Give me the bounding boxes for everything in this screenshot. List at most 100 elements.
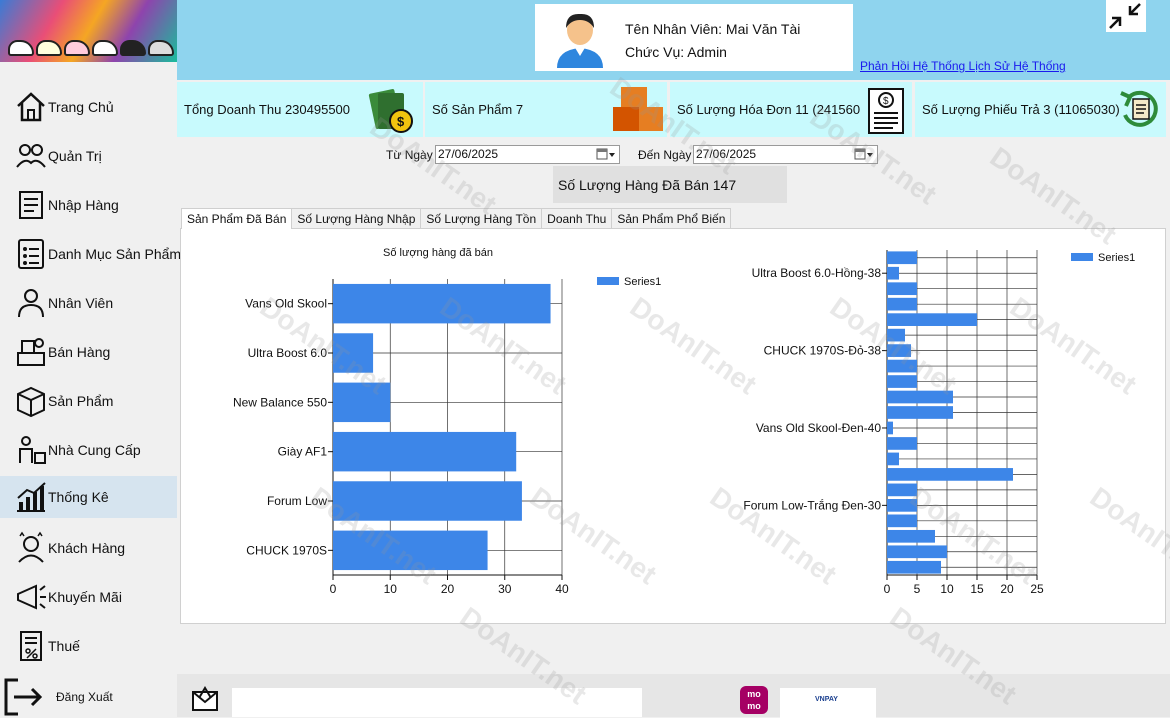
avatar	[553, 8, 607, 68]
sidebar-item-1[interactable]: Trang Chủ	[0, 86, 177, 128]
sidebar-item-3[interactable]: Nhập Hàng	[0, 184, 177, 226]
sidebar-item-9[interactable]: Thống Kê	[0, 476, 177, 518]
bar	[887, 297, 917, 311]
tab-3[interactable]: Số Lượng Hàng Tồn	[420, 208, 543, 228]
sidebar-item-12[interactable]: Thuế	[0, 625, 177, 667]
bar	[887, 421, 893, 435]
bar	[887, 514, 917, 528]
calendar-icon	[596, 148, 616, 161]
sidebar-item-label: Khách Hàng	[48, 540, 126, 556]
legend-label: Series1	[1098, 252, 1135, 264]
to-date-picker[interactable]: 27/06/2025	[693, 145, 878, 164]
bar	[887, 529, 935, 543]
logout-icon	[0, 678, 48, 716]
bar	[887, 359, 917, 373]
bar	[887, 437, 917, 450]
bar	[333, 283, 551, 324]
stat-products-text: Số Sản Phẩm 7	[432, 102, 524, 117]
legend-swatch	[597, 277, 619, 285]
bar	[887, 499, 917, 512]
message-input[interactable]	[232, 688, 642, 717]
supplier-icon	[14, 433, 48, 467]
bar	[887, 468, 1013, 481]
sidebar-item-7[interactable]: Sản Phẩm	[0, 380, 177, 422]
tick-label: 5	[914, 582, 921, 596]
header: Tên Nhân Viên: Mai Văn Tài Chức Vụ: Admi…	[177, 0, 1170, 80]
bar	[887, 344, 911, 357]
sidebar-item-6[interactable]: Bán Hàng	[0, 331, 177, 373]
bar	[887, 545, 947, 559]
category-label: Giày AF1	[278, 445, 328, 459]
bar	[333, 481, 522, 521]
import-icon	[14, 188, 48, 222]
sidebar-item-11[interactable]: Khuyến Mãi	[0, 576, 177, 618]
from-date-value: 27/06/2025	[438, 147, 499, 161]
legend-label: Series1	[624, 276, 661, 288]
stat-products: Số Sản Phẩm 7	[425, 82, 667, 137]
tab-1[interactable]: Sản Phẩm Đã Bán	[181, 208, 293, 229]
category-label: Forum Low-Trắng Đen-30	[743, 497, 881, 512]
tab-2[interactable]: Số Lượng Hàng Nhập	[291, 208, 422, 228]
sidebar-item-10[interactable]: Khách Hàng	[0, 527, 177, 569]
sidebar-item-label: Nhập Hàng	[48, 197, 119, 213]
bar	[887, 483, 917, 497]
bar	[333, 382, 391, 423]
employee-name: Tên Nhân Viên: Mai Văn Tài	[625, 21, 801, 37]
sold-variants-chart: Ultra Boost 6.0-Hồng-38 CHUCK 1970S-Đỏ-38…	[743, 250, 1135, 596]
bar	[887, 390, 953, 404]
people-gear-icon	[14, 139, 48, 173]
logout-label: Đăng Xuất	[56, 690, 113, 704]
category-label: CHUCK 1970S	[246, 543, 327, 557]
tick-label: 30	[498, 582, 512, 596]
feedback-link[interactable]: Phản Hồi Hệ Thống	[860, 59, 966, 73]
stat-returns: Số Lượng Phiếu Trả 3 (11065030)	[915, 82, 1166, 137]
chart-title: Số lượng hàng đã bán	[383, 247, 493, 259]
tax-icon	[14, 629, 48, 663]
history-link[interactable]: Lịch Sử Hệ Thống	[968, 59, 1066, 73]
tick-label: 10	[940, 582, 954, 596]
category-label: Forum Low	[267, 494, 327, 508]
money-icon: $	[368, 89, 413, 133]
tab-4[interactable]: Doanh Thu	[541, 208, 613, 228]
sidebar-item-8[interactable]: Nhà Cung Cấp	[0, 429, 177, 471]
return-icon	[1120, 90, 1158, 127]
bar	[887, 375, 917, 388]
bar	[887, 251, 917, 265]
sidebar-item-label: Bán Hàng	[48, 344, 111, 360]
sidebar-item-4[interactable]: Danh Mục Sản Phẩm	[0, 233, 181, 275]
tick-label: 20	[1000, 582, 1014, 596]
tick-label: 15	[970, 582, 984, 596]
momo-logo[interactable]: mo mo	[740, 686, 768, 714]
sold-total-label: Số Lượng Hàng Đã Bán 147	[553, 166, 787, 203]
collapse-button[interactable]	[1106, 0, 1146, 32]
tick-label: 20	[441, 582, 455, 596]
sidebar-item-label: Sản Phẩm	[48, 393, 114, 409]
bar	[887, 282, 917, 296]
tick-label: 0	[884, 582, 891, 596]
svg-text:$: $	[397, 114, 405, 129]
logout-button[interactable]: Đăng Xuất	[0, 676, 177, 718]
stat-revenue: Tổng Doanh Thu 230495500 $	[177, 82, 423, 137]
sidebar-item-label: Trang Chủ	[48, 99, 114, 115]
from-date-picker[interactable]: 27/06/2025	[435, 145, 620, 164]
invoice-icon: $	[868, 88, 904, 134]
mail-icon[interactable]	[191, 686, 219, 715]
sidebar-item-5[interactable]: Nhân Viên	[0, 282, 177, 324]
tick-label: 10	[384, 582, 398, 596]
to-date-label: Đến Ngày	[638, 148, 692, 162]
stat-invoices-text: Số Lượng Hóa Đơn 11 (241560500)	[677, 102, 860, 117]
sidebar-item-label: Danh Mục Sản Phẩm	[48, 246, 182, 262]
tick-label: 25	[1030, 582, 1044, 596]
vnpay-logo[interactable]: VNPAY	[780, 688, 876, 718]
tab-strip: Sản Phẩm Đã Bán Số Lượng Hàng Nhập Số Lượn…	[181, 208, 732, 229]
sidebar-item-label: Quản Trị	[48, 148, 102, 164]
sidebar-item-2[interactable]: Quản Trị	[0, 135, 177, 177]
from-date-label: Từ Ngày	[386, 148, 433, 162]
tab-5[interactable]: Sản Phẩm Phổ Biến	[611, 208, 732, 228]
legend-swatch	[1071, 253, 1093, 261]
collapse-icon	[1109, 3, 1141, 29]
bar	[333, 333, 374, 373]
bar	[887, 406, 953, 419]
to-date-value: 27/06/2025	[696, 147, 757, 161]
category-label: Ultra Boost 6.0	[248, 346, 328, 360]
